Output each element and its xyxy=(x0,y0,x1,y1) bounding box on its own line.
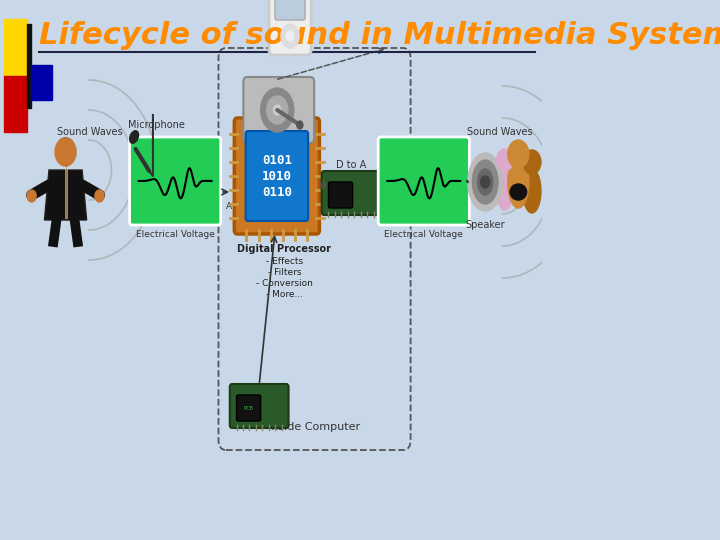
Bar xyxy=(4,76,27,132)
Ellipse shape xyxy=(472,160,498,204)
Text: Lifecycle of sound in Multimedia System: Lifecycle of sound in Multimedia System xyxy=(39,21,720,50)
Text: Electrical Voltage: Electrical Voltage xyxy=(136,230,215,239)
Ellipse shape xyxy=(477,169,492,195)
Text: Digital Processor: Digital Processor xyxy=(238,244,331,254)
FancyBboxPatch shape xyxy=(246,131,308,221)
Text: Speaker: Speaker xyxy=(465,220,505,230)
Circle shape xyxy=(95,190,104,202)
Text: - Effects: - Effects xyxy=(266,257,303,266)
Text: Sound Waves: Sound Waves xyxy=(467,127,533,137)
Ellipse shape xyxy=(58,138,74,156)
Text: - Conversion: - Conversion xyxy=(256,279,313,288)
Ellipse shape xyxy=(497,168,513,210)
Circle shape xyxy=(508,140,529,168)
Text: Inside Computer: Inside Computer xyxy=(269,422,361,432)
FancyBboxPatch shape xyxy=(237,395,261,421)
Circle shape xyxy=(523,150,541,174)
FancyBboxPatch shape xyxy=(130,137,221,225)
Ellipse shape xyxy=(130,131,138,143)
Circle shape xyxy=(261,88,294,132)
Text: 1010: 1010 xyxy=(262,170,292,183)
Text: Electrical Voltage: Electrical Voltage xyxy=(384,230,463,239)
Bar xyxy=(27,24,31,108)
Text: Microphone: Microphone xyxy=(128,120,185,130)
FancyBboxPatch shape xyxy=(243,77,314,143)
FancyBboxPatch shape xyxy=(378,137,469,225)
Circle shape xyxy=(481,176,490,188)
FancyBboxPatch shape xyxy=(234,118,320,234)
Bar xyxy=(31,65,52,100)
FancyBboxPatch shape xyxy=(275,0,305,20)
Text: 0101: 0101 xyxy=(262,153,292,166)
Circle shape xyxy=(497,149,513,171)
Ellipse shape xyxy=(508,156,529,208)
Text: D to A: D to A xyxy=(336,160,366,170)
Circle shape xyxy=(27,190,36,202)
Circle shape xyxy=(55,138,76,166)
Text: - Filters: - Filters xyxy=(268,268,301,277)
Text: 0110: 0110 xyxy=(262,186,292,199)
FancyBboxPatch shape xyxy=(230,384,289,428)
Ellipse shape xyxy=(523,169,541,213)
FancyBboxPatch shape xyxy=(269,0,311,55)
Polygon shape xyxy=(45,170,86,220)
Text: Sound Waves: Sound Waves xyxy=(56,127,122,137)
Circle shape xyxy=(266,96,288,124)
Bar xyxy=(4,19,27,76)
Ellipse shape xyxy=(468,153,503,211)
Circle shape xyxy=(287,31,294,41)
Text: Storage
Devices: Storage Devices xyxy=(271,36,310,58)
Text: A to D: A to D xyxy=(225,202,253,211)
Text: - More...: - More... xyxy=(266,290,303,299)
Circle shape xyxy=(297,121,303,129)
Circle shape xyxy=(281,24,299,48)
Circle shape xyxy=(274,105,281,115)
Ellipse shape xyxy=(510,184,526,200)
FancyBboxPatch shape xyxy=(328,182,353,208)
Text: PCB: PCB xyxy=(244,406,253,410)
FancyBboxPatch shape xyxy=(322,171,380,215)
